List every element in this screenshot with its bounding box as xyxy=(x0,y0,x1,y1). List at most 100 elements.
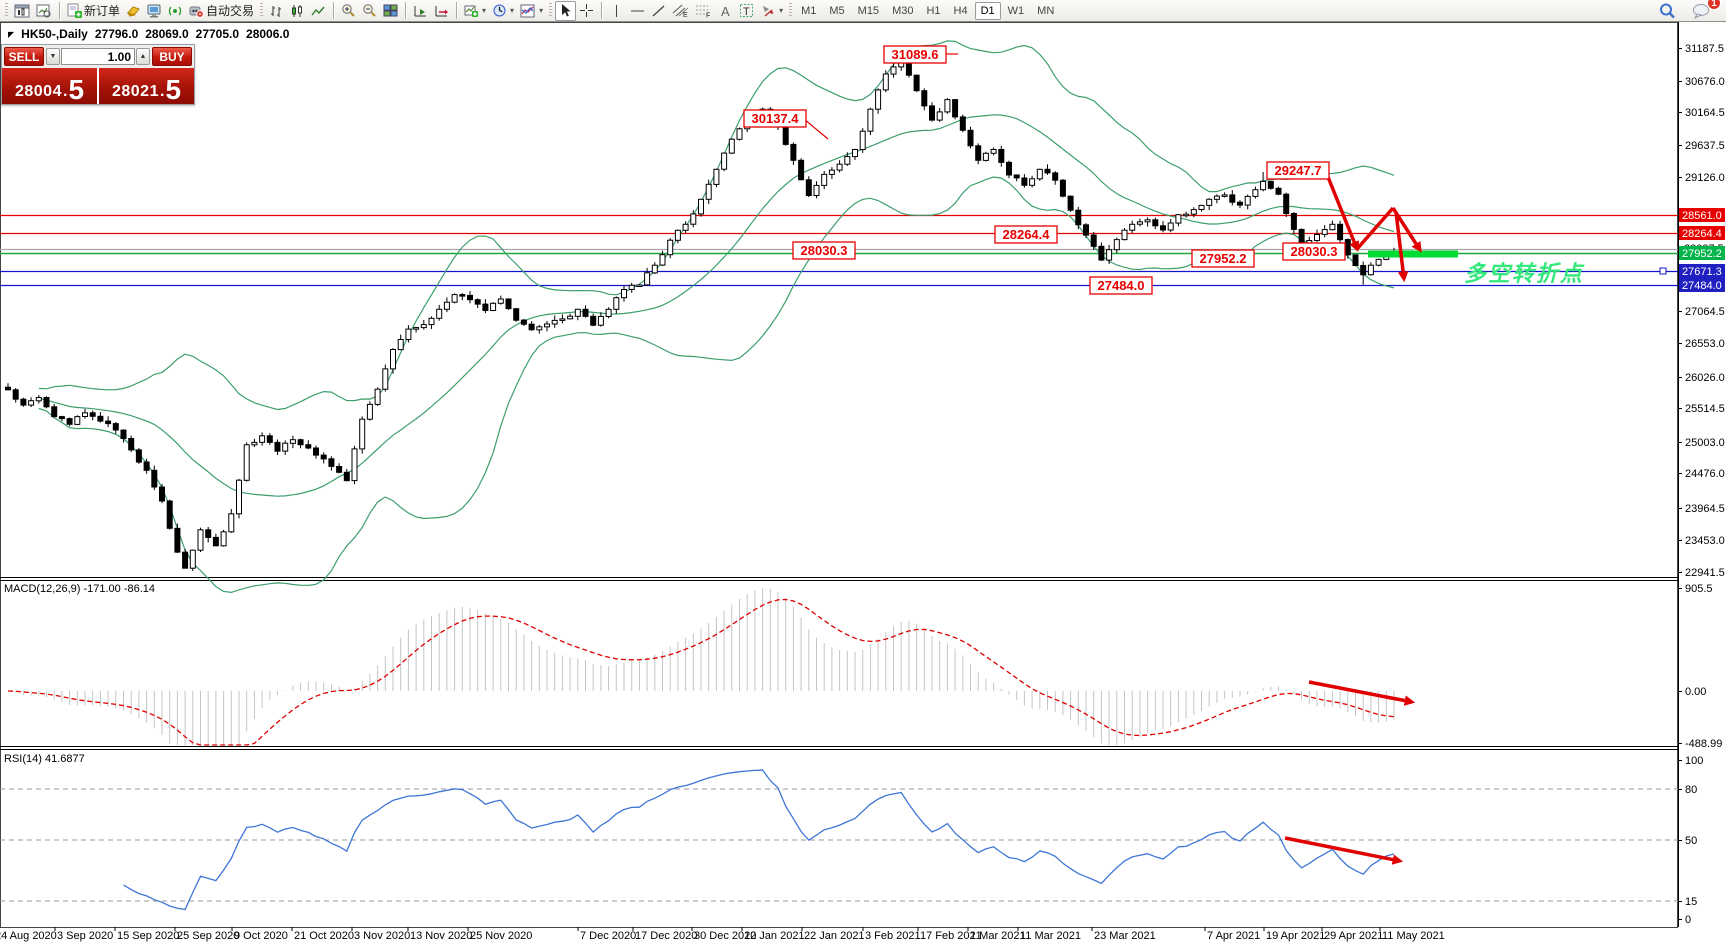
candle-body xyxy=(220,531,227,547)
date-label: 25 Nov 2020 xyxy=(470,930,532,942)
channel-icon[interactable]: E xyxy=(669,1,692,21)
volume-input[interactable] xyxy=(61,48,135,65)
date-label: 24 Aug 2020 xyxy=(0,930,57,942)
candle-body xyxy=(613,297,620,310)
candle-body xyxy=(1059,179,1066,197)
sell-button[interactable]: SELL xyxy=(4,47,44,66)
autotrading-button[interactable]: 自动交易 xyxy=(186,1,257,21)
candle-body xyxy=(559,318,566,321)
candle-body xyxy=(490,302,497,311)
notifications-icon[interactable]: 1 xyxy=(1689,0,1721,21)
metaeditor-icon[interactable] xyxy=(123,1,144,21)
price-callout-31089.6[interactable]: 31089.6 xyxy=(883,45,947,64)
text-icon[interactable]: A xyxy=(715,1,736,21)
timeframe-MN[interactable]: MN xyxy=(1037,4,1055,17)
timeframe-M30[interactable]: M30 xyxy=(892,4,914,17)
candle-body xyxy=(713,168,720,185)
period-icon[interactable]: ▾ xyxy=(489,1,517,21)
price-callout-28030.3[interactable]: 28030.3 xyxy=(1282,242,1346,261)
toolbar-grip[interactable] xyxy=(5,3,8,18)
toolbar-grip[interactable] xyxy=(549,3,553,18)
candle-body xyxy=(1360,265,1367,276)
volume-increase-button[interactable]: ▲ xyxy=(136,48,150,65)
timeframe-M1[interactable]: M1 xyxy=(801,4,817,17)
line-handle[interactable] xyxy=(1659,267,1667,275)
timeframe-M15[interactable]: M15 xyxy=(857,4,880,17)
candle-chart-icon[interactable] xyxy=(287,1,308,21)
text-label-icon[interactable]: T xyxy=(736,1,757,21)
candle-body xyxy=(197,529,204,551)
candle-body xyxy=(890,66,897,75)
crosshair-icon[interactable] xyxy=(576,1,597,21)
candle-body xyxy=(867,108,874,132)
timeframe-W1[interactable]: W1 xyxy=(1007,4,1025,17)
callout-box[interactable] xyxy=(1282,242,1346,261)
vertical-line-icon[interactable] xyxy=(606,1,627,21)
candle-body xyxy=(151,469,158,488)
price-callout-28030.3[interactable]: 28030.3 xyxy=(792,241,856,260)
chart-preview-icon[interactable] xyxy=(33,1,55,21)
chart-window-icon[interactable] xyxy=(11,1,33,21)
price-callout-27952.2[interactable]: 27952.2 xyxy=(1191,249,1255,268)
new-order-button[interactable]: 新订单 xyxy=(64,1,123,21)
horizontal-line-icon[interactable] xyxy=(627,1,648,21)
price-callout-28264.4[interactable]: 28264.4 xyxy=(994,225,1058,244)
indicators-icon[interactable]: ▾ xyxy=(517,1,546,21)
volume-decrease-button[interactable]: ▼ xyxy=(46,48,60,65)
candle-body xyxy=(651,264,658,274)
price-callout-30137.4[interactable]: 30137.4 xyxy=(743,109,807,128)
bar-chart-icon[interactable] xyxy=(266,1,287,21)
candle-body xyxy=(1190,209,1197,215)
zoom-out-icon[interactable] xyxy=(359,1,380,21)
trendline-icon[interactable] xyxy=(648,1,669,21)
callout-box[interactable] xyxy=(1191,249,1255,268)
annotation-arrow[interactable] xyxy=(1284,836,1404,865)
sell-price[interactable]: 28004 . 5 xyxy=(2,68,97,104)
callout-box[interactable] xyxy=(1089,276,1153,295)
timeframe-H1[interactable]: H1 xyxy=(926,4,941,17)
cursor-icon[interactable] xyxy=(555,0,577,21)
terminal-icon[interactable] xyxy=(144,1,165,21)
annotation-arrow[interactable] xyxy=(1308,680,1416,706)
annotation-arrow[interactable] xyxy=(1355,206,1395,251)
callout-box[interactable] xyxy=(1266,161,1330,180)
chart-shift-icon[interactable] xyxy=(431,1,452,21)
candle-body xyxy=(1321,229,1328,235)
candle-body xyxy=(89,412,96,417)
callout-box[interactable] xyxy=(994,225,1058,244)
zoom-in-icon[interactable] xyxy=(338,1,359,21)
auto-scroll-icon[interactable] xyxy=(410,1,431,21)
candle-body xyxy=(1175,214,1182,224)
axis-label: 25514.5 xyxy=(1685,403,1725,415)
price-callout-27484.0[interactable]: 27484.0 xyxy=(1089,276,1153,295)
line-chart-icon[interactable] xyxy=(308,1,329,21)
candle-body xyxy=(397,339,404,351)
callout-text: 27952.2 xyxy=(1200,251,1247,266)
search-icon[interactable] xyxy=(1655,1,1679,21)
price-callout-29247.7[interactable]: 29247.7 xyxy=(1266,161,1330,180)
signals-icon[interactable] xyxy=(165,1,186,21)
callout-box[interactable] xyxy=(792,241,856,260)
buy-price[interactable]: 28021 . 5 xyxy=(99,68,194,104)
shapes-icon[interactable]: ▾ xyxy=(757,1,786,21)
buy-button[interactable]: BUY xyxy=(152,47,192,66)
toolbar-grip[interactable] xyxy=(789,3,793,18)
candle-body xyxy=(382,368,389,390)
templates-icon[interactable]: ▾ xyxy=(461,1,489,21)
fibonacci-icon[interactable]: F xyxy=(692,1,715,21)
tile-windows-icon[interactable] xyxy=(380,1,401,21)
callout-box[interactable] xyxy=(883,45,947,64)
callout-box[interactable] xyxy=(743,109,807,128)
main-toolbar: 新订单 自动交易 xyxy=(0,0,1726,22)
annotation-arrow[interactable] xyxy=(1394,211,1409,283)
panel-collapse-arrow[interactable]: ◤ xyxy=(8,29,15,39)
candle-body xyxy=(1213,195,1220,200)
timeframe-H4[interactable]: H4 xyxy=(953,4,968,17)
timeframe-M5[interactable]: M5 xyxy=(829,4,845,17)
candle-body xyxy=(1152,219,1159,227)
timeframe-D1[interactable]: D1 xyxy=(974,1,1001,20)
candle-body xyxy=(405,328,412,341)
annotation-arrow[interactable] xyxy=(1324,171,1360,252)
toolbar-grip[interactable] xyxy=(260,3,264,18)
